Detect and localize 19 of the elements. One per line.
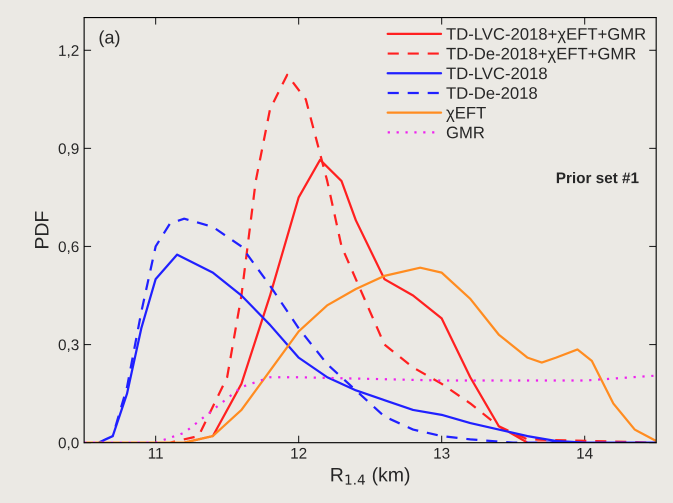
y-axis-title: PDF (35, 211, 48, 248)
annotation: Prior set #1 (556, 172, 639, 184)
y-tick-label: 0,0 (58, 438, 79, 450)
y-tick-label: 0,6 (58, 241, 79, 254)
legend-label: TD-LVC-2018 (446, 67, 547, 80)
legend-label: TD-De-2018+χEFT+GMR (446, 48, 636, 63)
x-axis-title: R$_{1.4}$ (km) (331, 467, 410, 486)
legend-label: GMR (446, 126, 484, 138)
legend-label: χEFT (446, 107, 486, 122)
x-tick-label: 13 (434, 448, 450, 459)
x-tick-label: 11 (148, 448, 163, 459)
x-tick-label: 12 (291, 448, 306, 459)
legend-label: TD-LVC-2018+χEFT+GMR (446, 28, 646, 44)
y-tick-label: 0,9 (58, 143, 79, 156)
y-tick-label: 1,2 (59, 45, 78, 58)
y-tick-label: 0,3 (58, 339, 79, 352)
legend-label: TD-De-2018 (446, 87, 537, 99)
annotation: (a) (100, 30, 120, 48)
x-tick-label: 14 (577, 448, 593, 459)
